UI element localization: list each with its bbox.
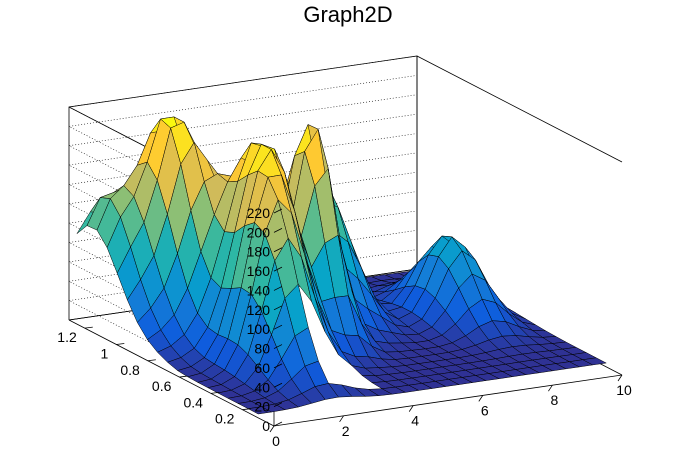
x-tick-label: 4 [411, 413, 419, 429]
z-tick-label: 160 [247, 263, 271, 279]
z-tick-mark [273, 266, 283, 272]
z-tick-mark [273, 286, 283, 291]
z-tick-mark [273, 324, 283, 330]
z-tick-label: 40 [254, 379, 270, 395]
z-tick-mark [273, 421, 283, 427]
z-tick-label: 140 [247, 282, 271, 298]
z-tick-label: 120 [247, 302, 271, 318]
x-axis-line [273, 374, 623, 427]
y-tick-mark [147, 359, 156, 362]
z-tick-mark [273, 247, 283, 253]
x-tick-mark [617, 374, 623, 382]
y-tick-mark [84, 326, 93, 329]
z-tick-label: 20 [254, 399, 270, 415]
y-tick-label: 0.8 [120, 362, 140, 378]
z-tick-mark [273, 344, 283, 349]
z-axis-ticks: 0 20 40 60 80 100 120 140 160 180 200 220 [247, 205, 283, 434]
z-tick-mark [273, 208, 283, 214]
x-tick-mark [548, 384, 553, 392]
surface-mesh [76, 116, 608, 415]
z-tick-label: 100 [247, 321, 271, 337]
x-axis-ticks: 0 2 4 6 8 10 [269, 374, 632, 449]
x-tick-label: 2 [342, 423, 350, 439]
z-gridline [68, 55, 418, 214]
z-tick-mark [273, 363, 283, 369]
y-tick-label: 1.2 [57, 329, 77, 345]
chart-title: Graph2D [303, 2, 393, 27]
z-gridline [68, 75, 418, 233]
x-tick-label: 0 [272, 433, 280, 449]
z-tick-label: 60 [254, 360, 270, 376]
x-tick-label: 8 [551, 392, 559, 408]
y-tick-mark [242, 408, 251, 411]
x-tick-label: 10 [616, 382, 632, 398]
x-tick-mark [339, 415, 344, 423]
x-tick-mark [408, 405, 414, 412]
x-tick-mark [269, 425, 275, 433]
surface-cell [581, 357, 608, 366]
z-tick-mark [273, 402, 283, 407]
z-tick-label: 220 [247, 205, 271, 221]
y-tick-mark [179, 375, 188, 378]
right-top-edge [416, 55, 623, 163]
z-tick-label: 80 [254, 341, 270, 357]
z-tick-label: 0 [262, 418, 270, 434]
z-tick-label: 180 [247, 244, 271, 260]
x-tick-mark [478, 395, 484, 402]
y-tick-mark [210, 391, 219, 394]
y-tick-label: 1 [101, 345, 109, 361]
y-tick-label: 0.4 [183, 394, 203, 410]
y-tick-mark [116, 343, 125, 345]
z-gridline [68, 94, 418, 252]
plot-box-front [273, 374, 623, 427]
z-tick-mark [273, 228, 283, 233]
z-tick-mark [273, 382, 283, 388]
y-axis-ticks: 0.2 0.4 0.6 0.8 1 1.2 [57, 326, 251, 427]
y-tick-label: 0.2 [215, 411, 235, 427]
z-tick-label: 200 [247, 224, 271, 240]
floor-left-edge [68, 319, 275, 427]
z-gridline [68, 113, 418, 272]
z-tick-mark [273, 305, 283, 311]
y-tick-label: 0.6 [152, 378, 172, 394]
x-tick-label: 6 [481, 402, 489, 418]
